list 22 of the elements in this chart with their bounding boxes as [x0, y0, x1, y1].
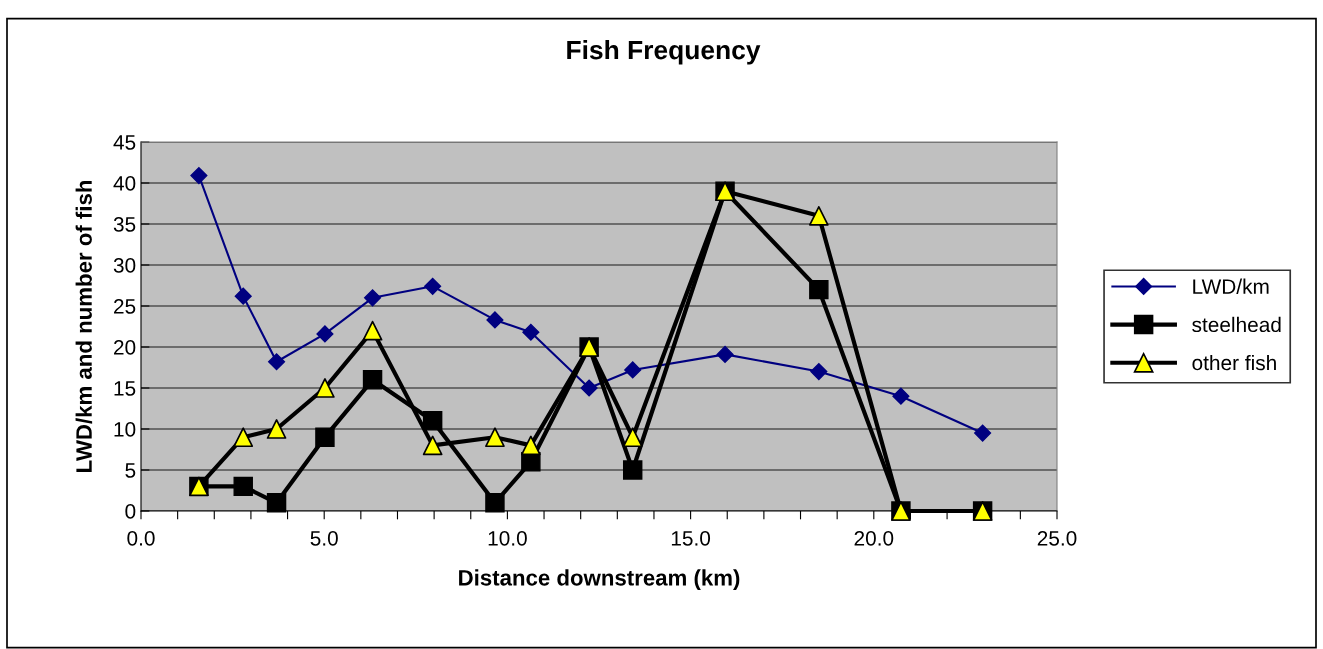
y-tick-label: 35: [113, 217, 136, 232]
x-tick-label: 20.0: [854, 530, 894, 546]
x-tick-label: 0.0: [127, 530, 155, 546]
y-tick-label: 20: [114, 340, 136, 355]
y-tick-label: 5: [125, 463, 136, 478]
y-tick-label: 0: [125, 504, 136, 519]
x-axis-title: Distance downstream (km): [459, 569, 740, 591]
chart-title: Fish Frequency: [567, 40, 761, 65]
y-axis-title: LWD/km and number of fish: [75, 180, 93, 472]
x-tick-label: 25.0: [1037, 530, 1077, 546]
x-tick-label: 10.0: [488, 530, 527, 546]
legend-label: other fish: [1192, 354, 1276, 371]
y-tick-label: 30: [113, 258, 136, 273]
legend-label: LWD/km: [1193, 278, 1269, 294]
x-tick-label: 15.0: [671, 530, 711, 546]
y-tick-label: 40: [113, 176, 136, 191]
legend-label: steelhead: [1192, 316, 1281, 333]
x-tick-label: 5.0: [310, 530, 338, 546]
y-tick-label: 10: [114, 422, 136, 437]
y-tick-label: 15: [114, 381, 136, 396]
y-tick-label: 45: [113, 135, 136, 150]
y-tick-label: 25: [114, 299, 136, 314]
